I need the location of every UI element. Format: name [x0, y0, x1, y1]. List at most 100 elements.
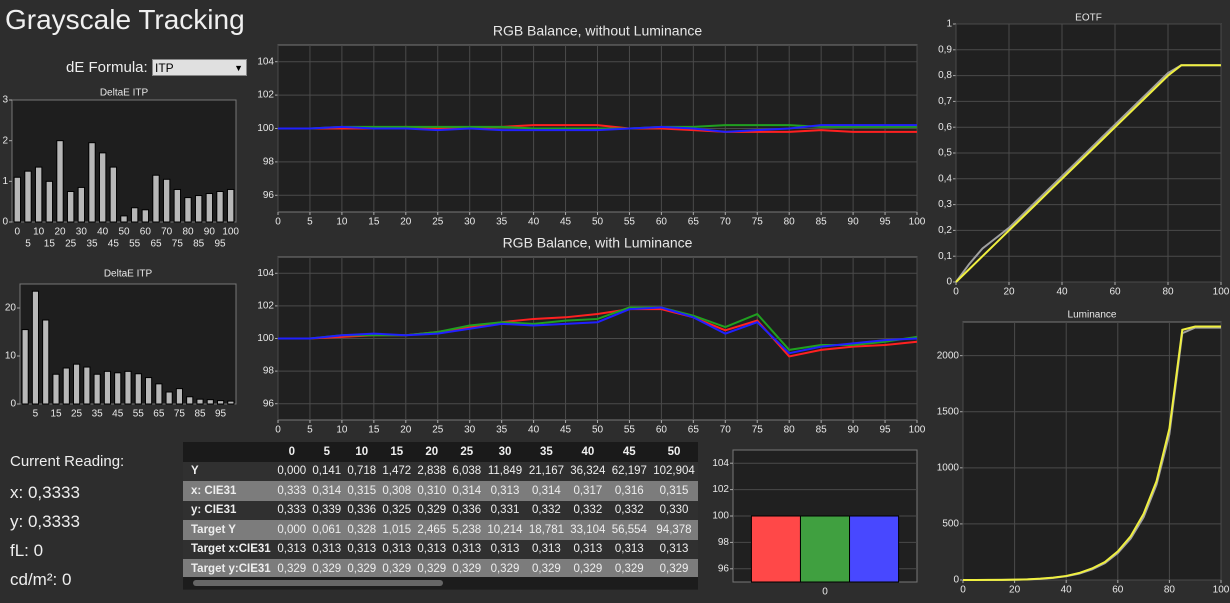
formula-label: dE Formula: — [66, 59, 148, 76]
x-tick-label: 85 — [193, 239, 205, 250]
bar — [227, 189, 233, 222]
table-cell: 0,329 — [484, 559, 525, 579]
scroll-thumb[interactable] — [193, 580, 443, 586]
table-cell: 0,000 — [274, 462, 309, 482]
table-cell: 102,904 — [650, 462, 698, 482]
table-cell: 0,329 — [449, 559, 484, 579]
y-tick-label: 1 — [2, 176, 8, 187]
x-tick-label: 45 — [108, 239, 120, 250]
table-cell: 0,718 — [344, 462, 379, 482]
bar — [174, 189, 180, 222]
y-tick-label: 20 — [5, 303, 17, 314]
table-cell: 0,313 — [414, 540, 449, 560]
table-row: Target y:CIE310,3290,3290,3290,3290,3290… — [183, 559, 698, 579]
scrollbar[interactable] — [183, 577, 698, 589]
bar — [217, 192, 223, 223]
table-row: Y0,0000,1410,7181,4722,8386,03811,84921,… — [183, 462, 698, 482]
x-tick-label: 5 — [307, 425, 313, 436]
table-cell: 62,197 — [609, 462, 650, 482]
table-cell: 0,314 — [449, 481, 484, 501]
table-cell: 0,061 — [309, 520, 344, 540]
x-tick-label: 0 — [15, 227, 21, 238]
x-tick-label: 95 — [879, 217, 891, 228]
table-cell: 0,328 — [344, 520, 379, 540]
table-cell: 0,329 — [274, 559, 309, 579]
x-tick-label: 35 — [86, 239, 98, 250]
table-cell: 0,339 — [309, 501, 344, 521]
y-tick-label: 0,5 — [938, 148, 952, 159]
y-tick-label: 0,1 — [938, 251, 952, 262]
chart-title: DeltaE ITP — [104, 269, 153, 280]
table-cell: 0,332 — [609, 501, 650, 521]
table-cell: 11,849 — [484, 462, 525, 482]
row-label: Target x:CIE31 — [183, 540, 274, 560]
table-cell: 0,313 — [379, 540, 414, 560]
x-tick-label: 80 — [784, 425, 796, 436]
header-cell: 25 — [449, 442, 484, 462]
x-tick-label: 45 — [112, 409, 124, 420]
table-cell: 0,329 — [650, 559, 698, 579]
y-tick-label: 0 — [946, 277, 952, 288]
x-tick-label: 85 — [194, 409, 206, 420]
table-cell: 0,329 — [526, 559, 567, 579]
y-tick-label: 0,4 — [938, 173, 952, 184]
x-tick-label: 50 — [118, 227, 130, 238]
table-cell: 0,336 — [449, 501, 484, 521]
formula-dropdown[interactable]: ITP ▼ — [152, 59, 247, 76]
x-tick-label: 65 — [150, 239, 162, 250]
y-tick-label: 96 — [718, 563, 730, 574]
reading-line: cd/m²: 0 — [10, 570, 124, 599]
x-tick-label: 100 — [222, 227, 239, 238]
table-cell: 0,315 — [650, 481, 698, 501]
x-tick-label: 50 — [592, 217, 604, 228]
x-tick-label: 40 — [97, 227, 109, 238]
y-tick-label: 100 — [257, 333, 274, 344]
bar — [206, 194, 212, 222]
table-cell: 1,472 — [379, 462, 414, 482]
bar — [163, 179, 169, 222]
x-tick-label: 100 — [1213, 585, 1230, 596]
x-tick-label: 85 — [816, 217, 828, 228]
x-tick-label: 20 — [54, 227, 66, 238]
chart-title: EOTF — [1075, 13, 1102, 24]
bar — [153, 175, 159, 222]
x-tick-label: 65 — [688, 217, 700, 228]
x-tick-label: 65 — [688, 425, 700, 436]
table-cell: 0,313 — [274, 540, 309, 560]
table-cell: 0,329 — [414, 501, 449, 521]
x-tick-label: 0 — [275, 217, 281, 228]
bar — [63, 368, 69, 404]
row-label: Target y:CIE31 — [183, 559, 274, 579]
x-tick-label: 80 — [1162, 287, 1174, 298]
bar — [115, 373, 121, 404]
x-tick-label: 90 — [848, 425, 860, 436]
x-tick-label: 95 — [214, 239, 226, 250]
x-tick-label: 25 — [71, 409, 83, 420]
x-tick-label: 85 — [816, 425, 828, 436]
bar — [195, 196, 201, 222]
x-tick-label: 80 — [1164, 585, 1176, 596]
x-tick-label: 60 — [1109, 287, 1121, 298]
table-cell: 2,838 — [414, 462, 449, 482]
x-tick-label: 20 — [400, 217, 412, 228]
bar — [57, 141, 63, 222]
plot-area — [963, 322, 1221, 580]
y-tick-label: 96 — [263, 190, 275, 201]
y-tick-label: 0,9 — [938, 44, 952, 55]
bar — [67, 192, 73, 223]
x-tick-label: 95 — [215, 409, 227, 420]
table-row: x: CIE310,3330,3140,3150,3080,3100,3140,… — [183, 481, 698, 501]
table-cell: 0,329 — [414, 559, 449, 579]
table-header: 05101520253035404550 — [183, 442, 698, 462]
reading-line: y: 0,3333 — [10, 512, 124, 541]
dropdown-arrow[interactable]: ▼ — [234, 60, 243, 77]
bar — [131, 208, 137, 222]
y-tick-label: 1500 — [937, 406, 960, 417]
x-tick-label: 30 — [464, 425, 476, 436]
table-cell: 0,313 — [449, 540, 484, 560]
table-cell: 0,317 — [567, 481, 608, 501]
header-cell: 30 — [484, 442, 525, 462]
formula-value: ITP — [155, 61, 174, 75]
x-tick-label: 60 — [1112, 585, 1124, 596]
bar — [751, 516, 800, 582]
